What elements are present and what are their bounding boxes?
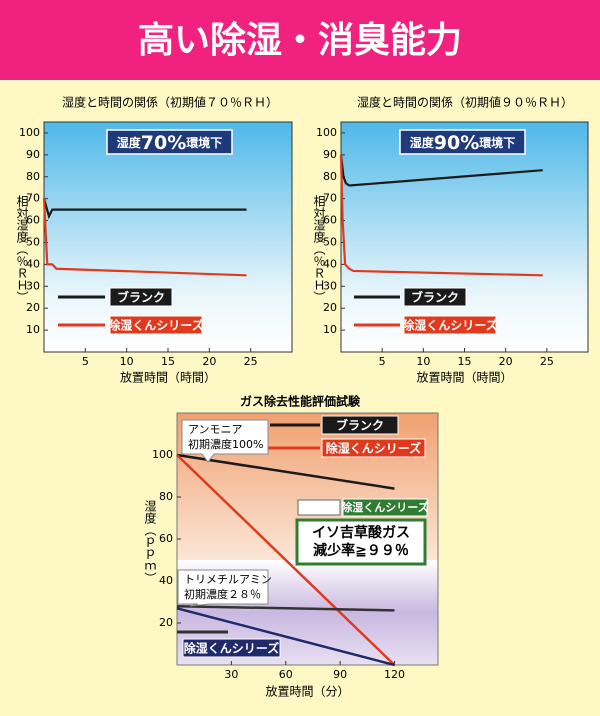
callout-box <box>295 518 427 566</box>
x-axis-label: 放置時間（時間） <box>416 370 512 385</box>
line <box>339 154 543 277</box>
y-tick-label: 100 <box>19 126 40 139</box>
x-tick-label: 90 <box>333 668 347 681</box>
line <box>42 198 247 220</box>
x-tick-label: 120 <box>384 668 405 681</box>
y-tick-label: 60 <box>159 532 173 545</box>
y-tick-label: 70 <box>323 192 337 205</box>
y-tick-label: 50 <box>323 235 337 248</box>
legend-box <box>297 499 341 516</box>
line <box>176 453 395 490</box>
x-tick-label: 30 <box>224 668 238 681</box>
legend-box <box>321 415 399 435</box>
callout-text: アンモニア <box>188 423 243 436</box>
y-tick-label: 20 <box>159 616 173 629</box>
callout-text: イソ吉草酸ガス <box>312 524 410 541</box>
legend-label: ブランク <box>411 290 459 305</box>
y-tick-label: 10 <box>323 323 337 336</box>
y-tick-label: 60 <box>323 214 337 227</box>
y-tick-label: 70 <box>26 192 40 205</box>
callout-box <box>177 569 269 607</box>
annotation: 湿度90%環境下 <box>410 132 516 154</box>
legend-label: 除湿くんシリーズ <box>341 500 428 514</box>
legend-label: 除湿くんシリーズ <box>108 318 203 333</box>
callout-text: 初期濃度100% <box>188 437 263 451</box>
chart-title: 湿度と時間の関係（初期値７０％ＲＨ） <box>62 95 278 110</box>
y-tick-label: 80 <box>26 170 40 183</box>
y-tick-label: 40 <box>159 574 173 587</box>
legend-label: 除湿くんシリーズ <box>184 641 279 656</box>
y-tick-label: 80 <box>159 490 173 503</box>
legend-box <box>403 287 467 307</box>
x-tick-label: 15 <box>161 355 175 368</box>
x-tick-label: 10 <box>416 355 430 368</box>
annotation-part: 環境下 <box>479 135 515 150</box>
x-tick-label: 25 <box>244 355 258 368</box>
y-tick-label: 90 <box>26 148 40 161</box>
y-tick-label: 90 <box>323 148 337 161</box>
x-tick-label: 25 <box>540 355 554 368</box>
annotation-part: 環境下 <box>186 135 222 150</box>
header-band <box>0 0 600 80</box>
x-tick-label: 5 <box>82 355 89 368</box>
x-tick-label: 5 <box>379 355 386 368</box>
legend-box <box>182 638 281 658</box>
annotation-part: 湿度 <box>410 135 435 150</box>
legend-box <box>321 438 426 458</box>
x-axis-label: 放置時間（時間） <box>120 370 216 385</box>
y-tick-label: 60 <box>26 214 40 227</box>
x-tick-label: 20 <box>499 355 513 368</box>
legend-box <box>109 315 203 335</box>
chart-title: 湿度と時間の関係（初期値９０％ＲＨ） <box>357 95 573 110</box>
y-tick-label: 40 <box>26 257 40 270</box>
annotation-box <box>399 129 526 155</box>
line <box>42 198 247 277</box>
annotation-part: 70% <box>141 132 186 154</box>
y-tick-label: 50 <box>26 235 40 248</box>
x-tick-label: 15 <box>458 355 472 368</box>
chart-title: ガス除去性能評価試験 <box>240 394 361 409</box>
y-axis-label: 相対湿度（％ＲＨ） <box>15 195 29 303</box>
annotation-box <box>106 129 233 155</box>
callout-text: トリメチルアミン <box>184 573 272 586</box>
plot-background <box>43 121 293 353</box>
x-tick-label: 10 <box>120 355 134 368</box>
line <box>176 604 395 612</box>
x-tick-label: 20 <box>202 355 216 368</box>
y-tick-label: 30 <box>26 279 40 292</box>
y-tick-label: 40 <box>323 257 337 270</box>
x-axis-label: 放置時間（分） <box>265 684 349 699</box>
line <box>176 454 396 666</box>
x-tick-label: 60 <box>279 668 293 681</box>
annotation-part: 湿度 <box>117 135 142 150</box>
legend-label: 除湿くんシリーズ <box>402 318 497 333</box>
y-axis-label: 湿度（ｐｐｍ） <box>143 499 157 584</box>
legend-box <box>403 315 497 335</box>
legend-box <box>109 287 173 307</box>
y-tick-label: 10 <box>26 323 40 336</box>
y-tick-label: 80 <box>323 170 337 183</box>
legend-label: ブランク <box>336 418 384 433</box>
header-title: 高い除湿・消臭能力 <box>138 20 462 61</box>
line <box>339 154 543 187</box>
plot-background <box>340 121 589 353</box>
y-tick-label: 100 <box>316 126 337 139</box>
annotation: 湿度70%環境下 <box>117 132 223 154</box>
callout-text: 初期濃度２８％ <box>184 587 261 601</box>
y-axis-label: 相対湿度（％ＲＨ） <box>312 195 326 303</box>
y-tick-label: 30 <box>323 279 337 292</box>
legend-box <box>342 498 428 517</box>
line <box>176 607 395 667</box>
y-tick-label: 20 <box>26 301 40 314</box>
y-tick-label: 20 <box>323 301 337 314</box>
y-tick-label: 100 <box>152 448 173 461</box>
annotation-part: 90% <box>434 132 479 154</box>
callout-text: 減少率≧９９％ <box>313 542 409 559</box>
legend-label: 除湿くんシリーズ <box>326 441 421 456</box>
legend-label: ブランク <box>117 290 165 305</box>
callout-box <box>181 419 269 463</box>
